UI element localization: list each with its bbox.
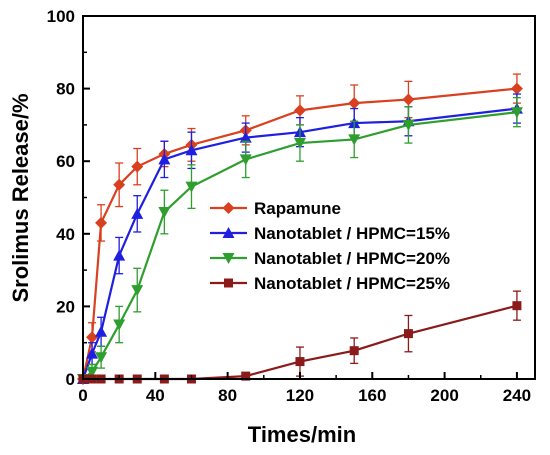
legend-marker [222,202,235,214]
data-point [403,329,413,339]
y-tick-label: 100 [47,7,75,26]
x-tick-label: 0 [78,386,87,405]
data-point [113,178,126,191]
x-tick-label: 240 [503,386,531,405]
data-point [131,285,144,297]
data-point [293,104,306,117]
legend-item-3: Nanotablet / HPMC=20% [210,249,450,268]
series-line [81,87,518,380]
data-point [158,153,171,165]
legend-label: Rapamune [254,199,341,218]
axes-layer: 0 40 80 120 160 200 240 0 20 40 60 80 100 [47,7,536,405]
data-point [86,347,99,359]
x-tick-label: 40 [146,386,165,405]
x-tick-label: 160 [358,386,386,405]
data-point [95,216,108,229]
y-tick-label: 0 [66,370,75,389]
data-point [95,352,108,364]
data-point [239,131,252,143]
x-tick-label: 200 [430,386,458,405]
legend-label: Nanotablet / HPMC=25% [254,274,450,293]
legend-item-4: Nanotablet / HPMC=25% [210,274,450,293]
legend-label: Nanotablet / HPMC=15% [254,224,450,243]
data-point [86,366,99,378]
data-point [295,357,305,367]
data-point [113,249,126,261]
data-point [349,346,359,356]
y-tick-label: 60 [56,152,75,171]
y-tick-label: 20 [56,297,75,316]
x-axis-title: Times/min [248,422,356,447]
data-point [348,134,361,146]
data-point [510,82,523,95]
data-point [131,160,144,173]
data-point [293,138,306,150]
data-point [241,371,251,381]
data-point [402,93,415,106]
data-point [402,119,415,131]
data-point [512,301,522,311]
y-tick-label: 40 [56,225,75,244]
x-tick-label: 120 [286,386,314,405]
y-axis-title: Srolimus Release/% [8,93,33,302]
legend: Rapamune Nanotablet / HPMC=15% Nanotablet … [210,199,450,293]
legend-marker [222,253,235,264]
data-point [86,331,99,344]
data-point [131,207,144,219]
series-3 [77,97,523,385]
legend-item-2: Nanotablet / HPMC=15% [210,224,450,243]
data-point [185,144,198,156]
data-point [185,181,198,193]
series-4 [78,290,522,384]
legend-item-1: Rapamune [210,199,341,218]
data-point [239,154,252,166]
legend-marker [222,227,235,238]
data-point [158,207,171,219]
y-tick-label: 80 [56,80,75,99]
data-point [95,325,108,337]
data-point [348,97,361,110]
data-point [510,107,523,119]
legend-label: Nanotablet / HPMC=20% [254,249,450,268]
plot-frame [82,15,536,380]
legend-marker [224,278,233,288]
x-tick-label: 80 [218,386,237,405]
data-point [113,319,126,331]
